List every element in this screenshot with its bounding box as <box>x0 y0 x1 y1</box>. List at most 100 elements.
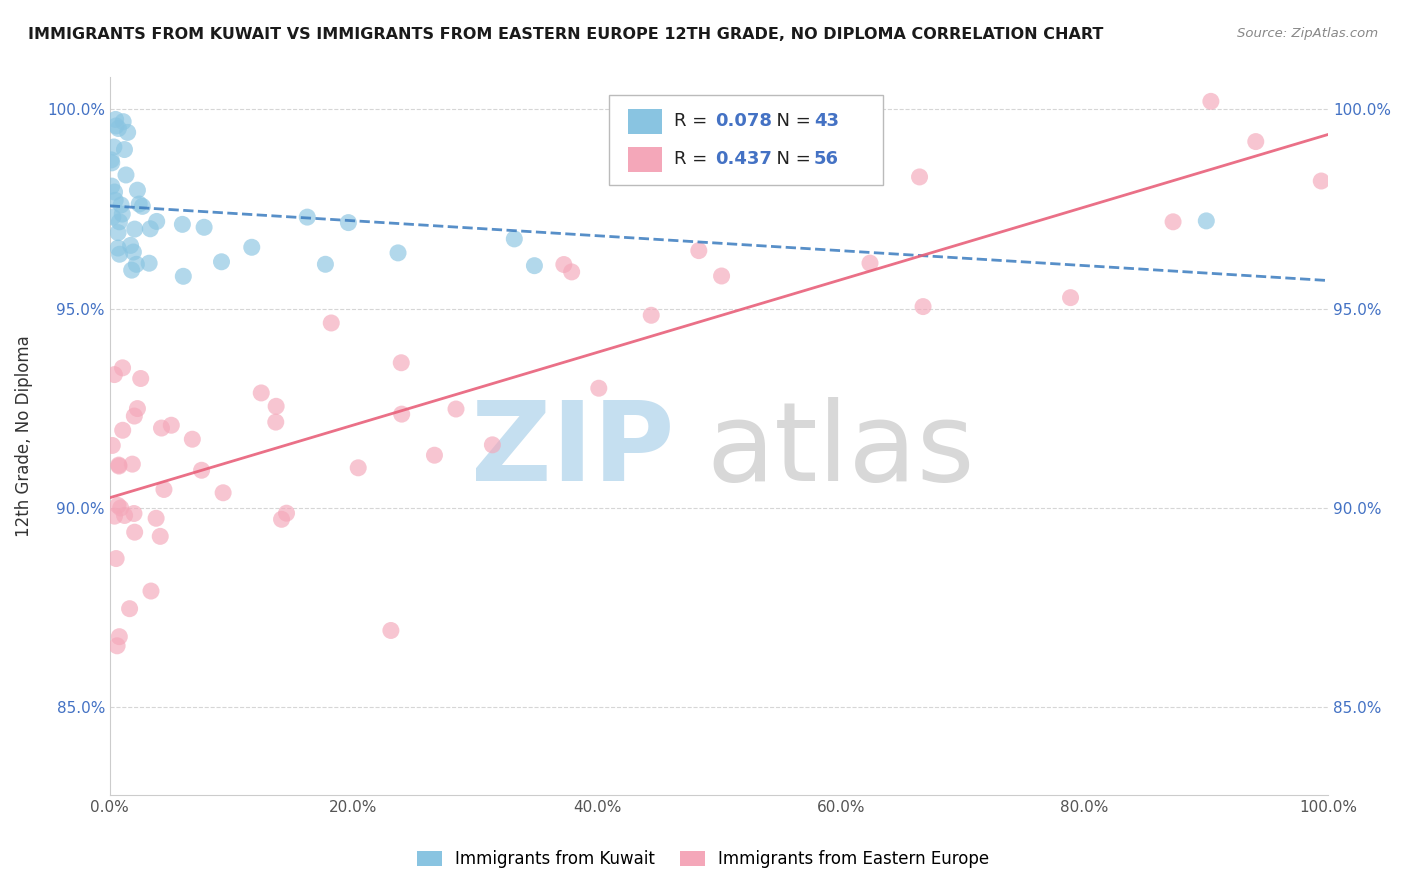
Point <box>100 156 122 170</box>
Point <box>190 463 212 477</box>
Point <box>337 216 360 230</box>
Point <box>107 121 129 136</box>
Point <box>138 256 160 270</box>
Text: 56: 56 <box>814 150 839 169</box>
Point <box>121 263 143 277</box>
Bar <box>627 147 662 171</box>
Point <box>124 409 146 423</box>
Point <box>120 238 142 252</box>
Point <box>1199 95 1222 109</box>
Point <box>118 601 141 615</box>
Point <box>710 268 733 283</box>
Point <box>128 197 150 211</box>
Point <box>115 168 138 182</box>
Point <box>264 399 287 413</box>
Point <box>107 241 129 255</box>
Point <box>127 401 149 416</box>
Point <box>108 459 131 474</box>
Text: Source: ZipAtlas.com: Source: ZipAtlas.com <box>1237 27 1378 40</box>
Point <box>108 247 131 261</box>
Point <box>117 125 139 139</box>
Point <box>111 207 134 221</box>
Point <box>131 199 153 213</box>
FancyBboxPatch shape <box>609 95 883 185</box>
Point <box>149 529 172 543</box>
Point <box>145 214 167 228</box>
Point <box>321 316 343 330</box>
Point <box>121 457 143 471</box>
Point <box>172 269 194 284</box>
Point <box>114 508 136 523</box>
Y-axis label: 12th Grade, No Diploma: 12th Grade, No Diploma <box>15 335 32 537</box>
Point <box>105 639 128 653</box>
Point <box>103 368 125 382</box>
Point <box>912 300 935 314</box>
Point <box>129 371 152 385</box>
Point <box>423 448 446 462</box>
Point <box>153 483 176 497</box>
Point <box>270 512 292 526</box>
Point <box>276 506 298 520</box>
Point <box>553 258 575 272</box>
Point <box>859 256 882 270</box>
Point <box>122 245 145 260</box>
Point <box>100 179 122 194</box>
Point <box>103 185 125 199</box>
Legend: Immigrants from Kuwait, Immigrants from Eastern Europe: Immigrants from Kuwait, Immigrants from … <box>411 844 995 875</box>
Text: atlas: atlas <box>707 397 974 504</box>
Text: N =: N = <box>765 112 817 130</box>
Point <box>503 232 526 246</box>
Point <box>145 511 167 525</box>
Point <box>150 421 173 435</box>
Point <box>104 194 127 208</box>
Point <box>108 630 131 644</box>
Point <box>107 499 129 513</box>
Point <box>101 438 124 452</box>
Point <box>1310 174 1333 188</box>
Point <box>1161 215 1184 229</box>
Point <box>103 140 125 154</box>
Point <box>139 221 162 235</box>
Text: 0.078: 0.078 <box>716 112 772 130</box>
Text: 43: 43 <box>814 112 839 130</box>
Point <box>211 254 233 268</box>
Point <box>561 265 583 279</box>
Point <box>391 407 413 421</box>
Point <box>908 169 931 184</box>
Point <box>101 210 124 224</box>
Point <box>127 183 149 197</box>
Text: ZIP: ZIP <box>471 397 675 504</box>
Point <box>114 143 136 157</box>
Point <box>444 402 467 417</box>
Point <box>688 244 710 258</box>
Point <box>112 114 135 128</box>
Point <box>160 418 183 433</box>
Point <box>107 226 129 240</box>
Point <box>103 509 125 524</box>
Point <box>122 507 145 521</box>
Point <box>110 198 132 212</box>
Point <box>100 153 122 167</box>
Point <box>640 308 662 322</box>
Point <box>105 551 128 566</box>
Point <box>264 415 287 429</box>
Point <box>104 112 127 127</box>
Point <box>481 438 503 452</box>
Point <box>124 222 146 236</box>
Point <box>314 257 336 271</box>
Point <box>347 460 370 475</box>
Point <box>212 485 235 500</box>
Bar <box>627 109 662 134</box>
Text: IMMIGRANTS FROM KUWAIT VS IMMIGRANTS FROM EASTERN EUROPE 12TH GRADE, NO DIPLOMA : IMMIGRANTS FROM KUWAIT VS IMMIGRANTS FRO… <box>28 27 1104 42</box>
Point <box>111 423 134 437</box>
Point <box>139 584 162 599</box>
Point <box>523 259 546 273</box>
Text: R =: R = <box>673 150 713 169</box>
Point <box>105 119 128 133</box>
Text: N =: N = <box>765 150 817 169</box>
Point <box>111 360 134 375</box>
Point <box>297 210 319 224</box>
Point <box>172 218 194 232</box>
Point <box>240 240 263 254</box>
Point <box>1059 291 1081 305</box>
